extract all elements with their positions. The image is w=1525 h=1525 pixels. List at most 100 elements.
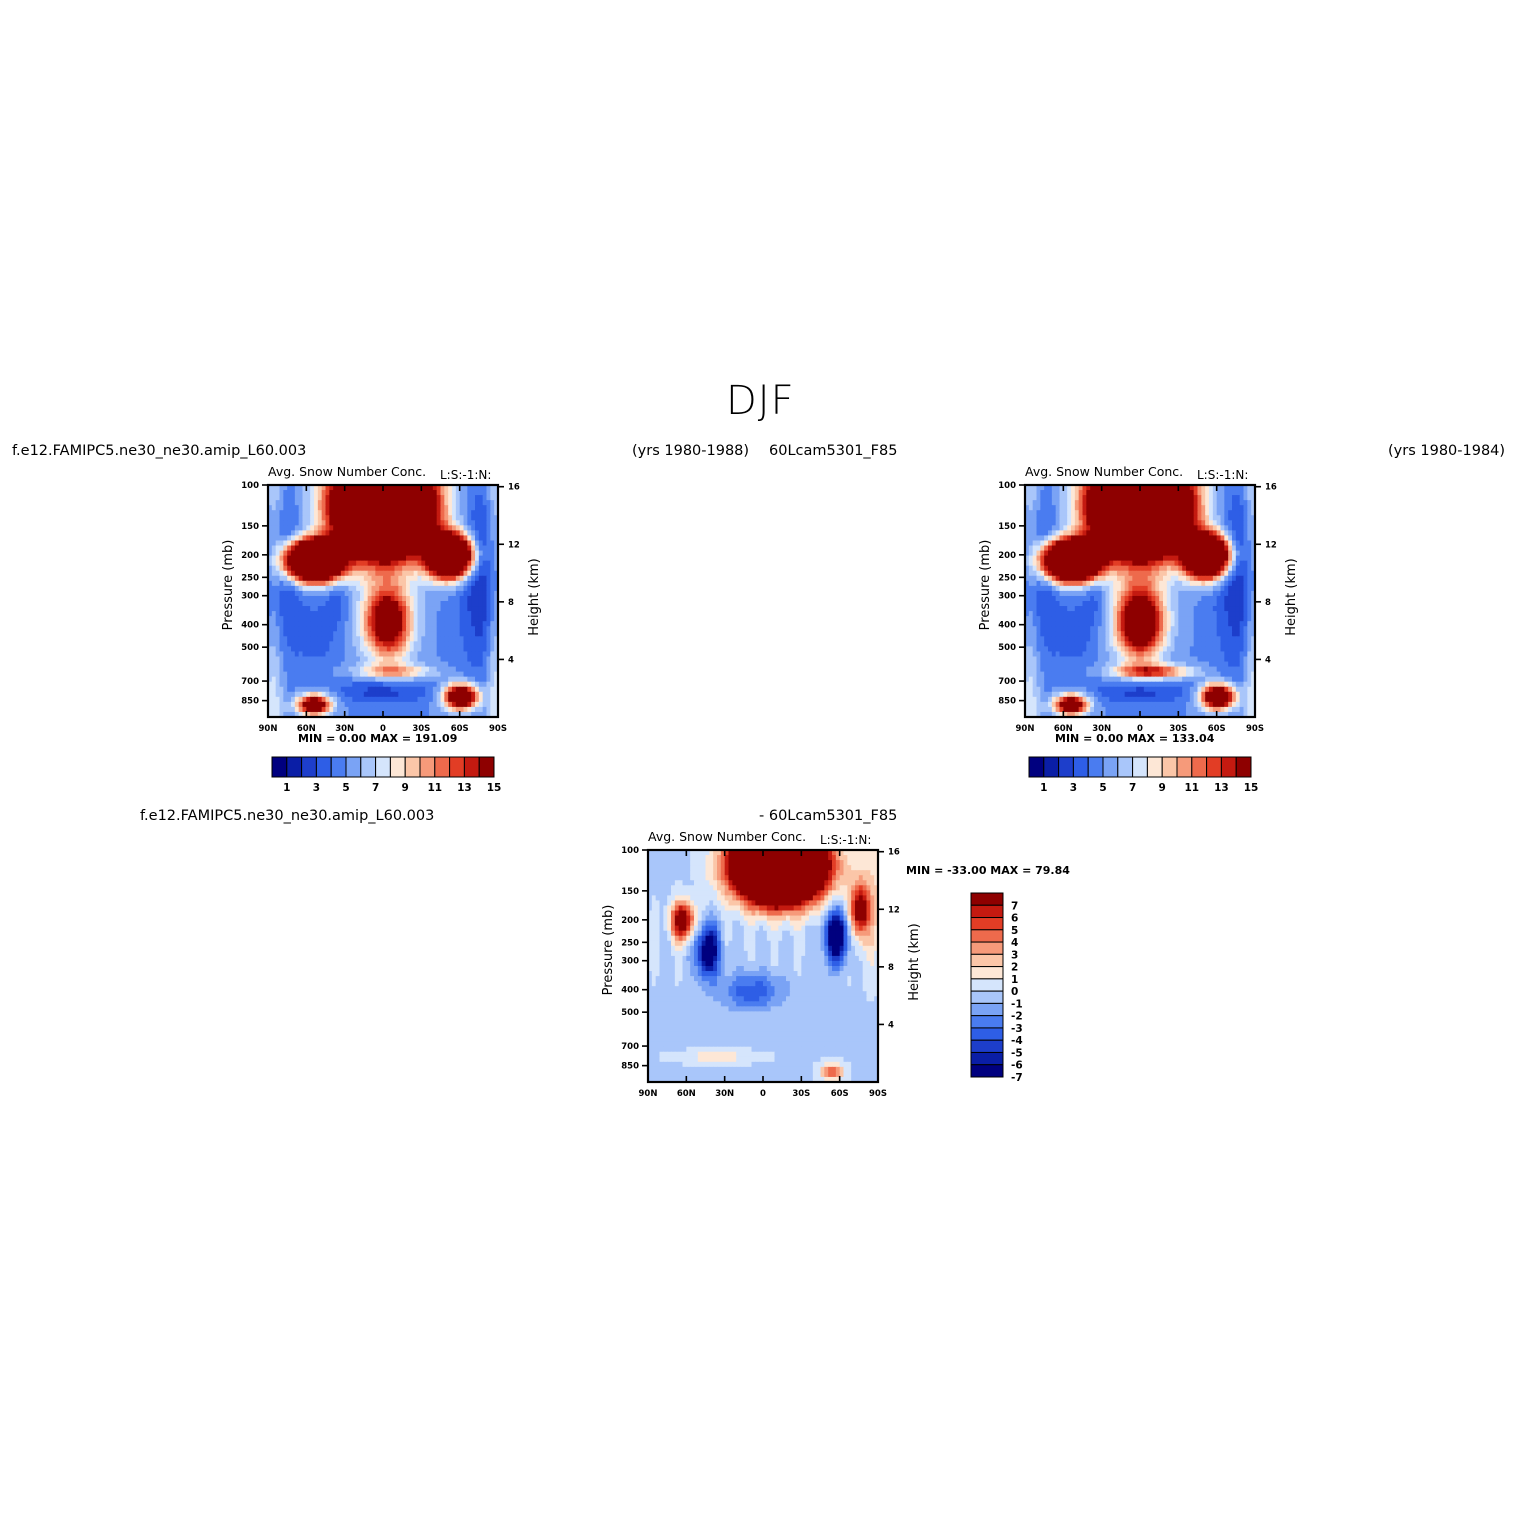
heatmap-cell xyxy=(1082,626,1087,632)
heatmap-cell xyxy=(1151,545,1156,552)
heatmap-cell xyxy=(1182,515,1187,521)
heatmap-cell xyxy=(1235,595,1241,602)
heatmap-cell xyxy=(1216,520,1222,526)
heatmap-cell xyxy=(463,530,468,537)
heatmap-cell xyxy=(1117,601,1122,607)
heatmap-cell xyxy=(1251,490,1256,496)
heatmap-cell xyxy=(1220,585,1225,592)
heatmap-cell xyxy=(1101,490,1107,496)
heatmap-cell xyxy=(409,585,415,592)
heatmap-cell xyxy=(494,676,499,683)
heatmap-cell xyxy=(1086,495,1091,501)
heatmap-cell xyxy=(1205,575,1210,582)
heatmap-cell xyxy=(1243,626,1248,632)
heatmap-cell xyxy=(325,641,330,647)
heatmap-cell xyxy=(494,545,499,552)
heatmap-cell xyxy=(448,636,453,642)
heatmap-cell xyxy=(321,636,327,642)
heatmap-cell xyxy=(1025,585,1030,592)
heatmap-cell xyxy=(421,540,426,547)
heatmap-cell xyxy=(486,585,491,592)
heatmap-cell xyxy=(1159,646,1164,653)
heatmap-cell xyxy=(436,570,442,577)
heatmap-cell xyxy=(440,701,445,708)
heatmap-cell xyxy=(1101,611,1107,617)
heatmap-cell xyxy=(1209,611,1214,617)
heatmap-cell xyxy=(436,590,442,597)
heatmap-cell xyxy=(363,565,369,572)
heatmap-cell xyxy=(317,525,323,531)
heatmap-cell xyxy=(344,631,350,637)
heatmap-cell xyxy=(1205,520,1210,526)
heatmap-cell xyxy=(475,666,480,673)
heatmap-cell xyxy=(417,545,422,552)
heatmap-cell xyxy=(432,575,438,582)
heatmap-cell xyxy=(1220,535,1225,542)
heatmap-cell xyxy=(1189,601,1195,607)
heatmap-cell xyxy=(1097,500,1103,506)
heatmap-cell xyxy=(375,585,380,592)
heatmap-cell xyxy=(1143,590,1149,597)
heatmap-cell xyxy=(271,651,277,658)
heatmap-cell xyxy=(425,575,430,582)
heatmap-cell xyxy=(402,711,407,718)
heatmap-cell xyxy=(1155,490,1160,496)
heatmap-cell xyxy=(1197,495,1202,501)
heatmap-cell xyxy=(1209,636,1214,642)
heatmap-cell xyxy=(417,601,422,607)
heatmap-cell xyxy=(283,590,288,597)
heatmap-cell xyxy=(1036,500,1041,506)
heatmap-cell xyxy=(1036,575,1041,582)
heatmap-cell xyxy=(1025,530,1030,537)
heatmap-cell xyxy=(1147,656,1153,663)
heatmap-cell xyxy=(1032,656,1038,663)
heatmap-cell xyxy=(482,485,488,491)
heatmap-cell xyxy=(375,616,380,622)
heatmap-cell xyxy=(340,495,346,501)
heatmap-cell xyxy=(463,550,468,557)
heatmap-cell xyxy=(287,606,292,612)
heatmap-cell xyxy=(1251,590,1256,597)
heatmap-cell xyxy=(1155,585,1160,592)
heatmap-cell xyxy=(352,585,357,592)
heatmap-cell xyxy=(421,636,426,642)
heatmap-cell xyxy=(268,520,273,526)
heatmap-cell xyxy=(1028,555,1034,562)
heatmap-cell xyxy=(1124,505,1130,511)
heatmap-cell xyxy=(363,661,369,668)
heatmap-cell xyxy=(1086,631,1091,637)
heatmap-cell xyxy=(429,606,434,612)
heatmap-cell xyxy=(279,555,284,562)
heatmap-cell xyxy=(494,686,499,693)
heatmap-cell xyxy=(1044,530,1049,537)
heatmap-cell xyxy=(1074,545,1080,552)
heatmap-cell xyxy=(1044,595,1049,602)
heatmap-cell xyxy=(432,626,438,632)
heatmap-cell xyxy=(394,621,399,627)
heatmap-cell xyxy=(279,520,284,526)
heatmap-cell xyxy=(1189,656,1195,663)
heatmap-cell xyxy=(1067,505,1072,511)
heatmap-cell xyxy=(444,510,449,516)
heatmap-cell xyxy=(440,595,445,602)
heatmap-cell xyxy=(455,530,461,537)
heatmap-cell xyxy=(1078,500,1084,506)
heatmap-cell xyxy=(1086,585,1091,592)
y-tick-label: 150 xyxy=(241,522,259,532)
heatmap-cell xyxy=(1071,606,1076,612)
heatmap-cell xyxy=(367,585,373,592)
heatmap-cell xyxy=(452,681,457,688)
heatmap-cell xyxy=(268,595,273,602)
heatmap-cell xyxy=(321,641,327,647)
heatmap-cell xyxy=(1228,525,1233,531)
heatmap-cell xyxy=(360,485,365,491)
heatmap-cell xyxy=(1113,500,1118,506)
heatmap-cell xyxy=(1063,656,1068,663)
heatmap-cell xyxy=(429,585,434,592)
heatmap-cell xyxy=(275,550,281,557)
heatmap-cell xyxy=(371,656,376,663)
heatmap-cell xyxy=(298,626,304,632)
heatmap-cell xyxy=(287,671,292,678)
heatmap-cell xyxy=(394,651,399,658)
heatmap-cell xyxy=(459,621,465,627)
